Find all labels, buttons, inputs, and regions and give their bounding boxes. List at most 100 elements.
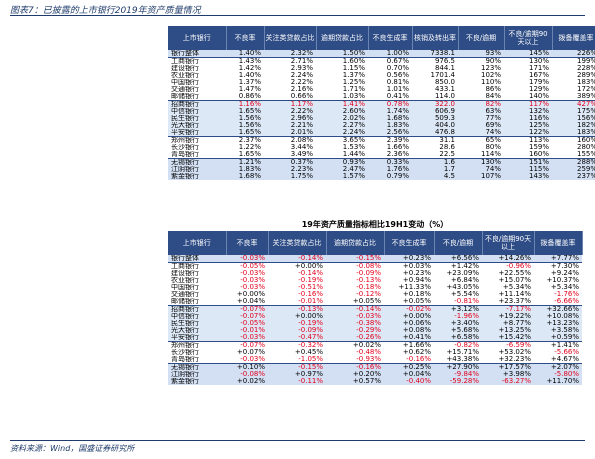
cell-value: +14.26%: [482, 255, 534, 263]
cell-value: 1.15%: [342, 65, 365, 72]
bank-name: 紫金银行: [171, 378, 199, 385]
table-row: 无锡银行 1.21% 0.37% 0.93% 0.33% 1.6 130% 151% 288%: [168, 158, 595, 166]
table-row: 民生银行 1.56% 2.96% 2.02% 1.68% 509.3 77% 116% 156%: [168, 115, 595, 122]
cell-value: +17.57%: [482, 363, 534, 371]
cell-value: +0.23%: [384, 255, 434, 263]
cell-value: 2.02%: [342, 115, 365, 122]
table-row: 邮储银行 +0.04% -0.01% +0.05% +0.05% -0.81% +23.37…: [168, 298, 582, 306]
cell-value: -0.14%: [326, 305, 384, 313]
cell-value: 976.5: [434, 57, 455, 65]
bank-name: 交通银行: [171, 291, 199, 298]
bank-name: 邮储银行: [171, 93, 199, 100]
cell-value: +0.00%: [236, 291, 265, 298]
cell-value: +0.97%: [294, 371, 323, 378]
cell-value: -0.09%: [298, 327, 323, 334]
cell-value: 122%: [528, 129, 549, 136]
cell-value: 1.66%: [386, 144, 409, 151]
cell-value: -0.13%: [268, 305, 326, 313]
cell-value: 175%: [576, 108, 595, 115]
bank-name: 邮储银行: [171, 298, 199, 305]
cell-value: +0.59%: [550, 334, 579, 341]
cell-value: 125%: [528, 122, 549, 129]
cell-value: +0.00%: [294, 313, 323, 320]
cell-value: 86%: [485, 86, 501, 93]
cell-value: 2.56%: [386, 129, 409, 136]
cell-value: 145%: [504, 50, 552, 58]
cell-value: +0.02%: [236, 378, 265, 385]
cell-value: -0.81%: [454, 298, 479, 305]
cell-value: 2.36%: [386, 151, 409, 158]
bottom-rule: [10, 440, 585, 441]
bank-name: 长沙银行: [171, 144, 199, 151]
table-row: 交通银行 +0.00% -0.16% -0.12% +0.18% +5.54% +11.14…: [168, 291, 582, 298]
cell-value: 1.60%: [342, 57, 365, 65]
table-row: 紫金银行 1.68% 1.75% 1.57% 0.79% 4.5 107% 143% 237%: [168, 173, 595, 180]
cell-value: 1.40%: [238, 72, 261, 79]
cell-value: 280%: [576, 144, 595, 151]
cell-value: 179%: [528, 79, 549, 86]
cell-value: +0.08%: [402, 327, 431, 334]
cell-value: +1.42%: [450, 262, 479, 270]
cell-value: 63%: [485, 108, 501, 115]
cell-value: 3.65%: [316, 136, 368, 144]
cell-value: +5.54%: [450, 291, 479, 298]
cell-value: +7.30%: [550, 262, 579, 270]
cell-value: -0.93%: [356, 356, 381, 363]
cell-value: -0.02%: [384, 305, 434, 313]
cell-value: 183%: [576, 79, 595, 86]
cell-value: 1.65%: [238, 108, 261, 115]
bank-name: 银行整体: [168, 50, 226, 58]
cell-value: +4.67%: [550, 356, 579, 363]
cell-value: 114%: [480, 151, 501, 158]
table-row: 邮储银行 0.86% 0.66% 1.03% 0.41% 114.0 84% 140% 389%: [168, 93, 595, 101]
cell-value: 182%: [576, 122, 595, 129]
cell-value: -0.19%: [298, 320, 323, 327]
cell-value: -1.76%: [554, 291, 579, 298]
cell-value: 123%: [480, 65, 501, 72]
cell-value: +23.09%: [446, 270, 479, 277]
bank-name: 郑州银行: [168, 136, 226, 144]
cell-value: 1.17%: [264, 100, 316, 108]
cell-value: +1.66%: [384, 341, 434, 349]
cell-value: -59.28%: [449, 378, 479, 385]
cell-value: +13.23%: [546, 320, 579, 327]
table-row: 中信银行 -0.07% +0.00% -0.03% +0.00% -1.96% +19.22…: [168, 313, 582, 320]
cell-value: -0.38%: [356, 320, 381, 327]
cell-value: -0.08%: [240, 371, 265, 378]
cell-value: 1.65%: [238, 129, 261, 136]
cell-value: 1.37%: [342, 72, 365, 79]
cell-value: 289%: [576, 72, 595, 79]
cell-value: -0.26%: [356, 334, 381, 341]
cell-value: -0.05%: [240, 262, 265, 270]
cell-value: -0.14%: [298, 270, 323, 277]
cell-value: +2.07%: [534, 363, 582, 371]
cell-value: 0.79%: [386, 173, 409, 180]
table-row: 郑州银行 2.37% 2.08% 3.65% 2.39% 31.1 65% 113% 160%: [168, 136, 595, 144]
cell-value: 1.56%: [238, 122, 261, 129]
cell-value: 171%: [528, 65, 549, 72]
cell-value: -6.66%: [554, 298, 579, 305]
cell-value: +32.23%: [498, 356, 531, 363]
cell-value: 1.53%: [342, 144, 365, 151]
table-row: 建设银行 -0.03% -0.14% -0.09% +0.23% +23.09% +22.5…: [168, 270, 582, 277]
cell-value: -0.16%: [406, 356, 431, 363]
asset-quality-table: 上市银行 不良率 关注类贷款占比 逾期贷款占比 不良生成率 核销及转出率 不良/逾期 不良/逾…: [168, 26, 595, 180]
cell-value: -0.40%: [406, 378, 431, 385]
cell-value: -0.16%: [326, 363, 384, 371]
table-row: 江阴银行 -0.08% +0.97% +0.20% +0.04% -9.84% +3.98%…: [168, 371, 582, 378]
cell-value: 1.75%: [290, 173, 313, 180]
table-row: 农业银行 1.40% 2.24% 1.37% 0.56% 1701.4 102% 167% 28…: [168, 72, 595, 79]
cell-value: +0.05%: [402, 298, 431, 305]
cell-value: +23.37%: [498, 298, 531, 305]
top-rule: [10, 15, 585, 16]
cell-value: 844.1: [434, 65, 455, 72]
cell-value: -5.80%: [554, 371, 579, 378]
cell-value: +15.07%: [498, 277, 531, 284]
cell-value: 28.6: [439, 144, 455, 151]
cell-value: 2.96%: [290, 115, 313, 122]
table-row: 平安银行 1.65% 2.01% 2.24% 2.56% 476.8 74% 122% 183%: [168, 129, 595, 137]
cell-value: +0.07%: [236, 349, 265, 356]
cell-value: 226%: [552, 50, 595, 58]
cell-value: 0.93%: [316, 158, 368, 166]
cell-value: 90%: [485, 57, 501, 65]
